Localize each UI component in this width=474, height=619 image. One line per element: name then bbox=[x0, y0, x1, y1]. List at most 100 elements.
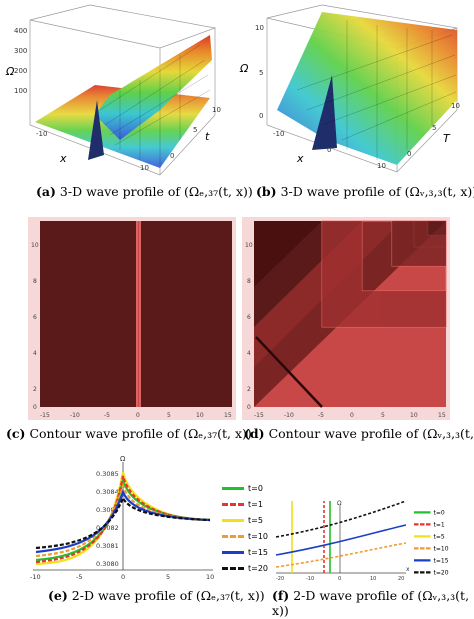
a-z-tick: 200 bbox=[14, 67, 27, 75]
panel-e-svg: Ω 0.3085 0.3084 0.3083 0.3082 0.3081 0.3… bbox=[30, 455, 214, 581]
c-y-tick: 10 bbox=[31, 242, 39, 249]
e-y-tick: 0.3085 bbox=[96, 470, 119, 478]
b-x-tick: -10 bbox=[273, 130, 284, 138]
e-legend-label: t=0 bbox=[248, 483, 263, 493]
caption-d: (d) Contour wave profile of (Ωᵥ,₃,₃(t, x… bbox=[244, 426, 474, 441]
caption-d-tag: (d) bbox=[244, 426, 265, 441]
panel-c-contour: 10 8 6 4 2 0 -15 -10 -5 0 5 10 15 bbox=[28, 217, 236, 420]
a-z-tick: 100 bbox=[14, 87, 27, 95]
panel-b-mesh bbox=[296, 20, 457, 160]
a-x-tick: 10 bbox=[140, 164, 149, 172]
c-y-tick: 8 bbox=[33, 278, 37, 285]
caption-e: (e) 2-D wave profile of (Ωₑ,₃₇(t, x)) bbox=[48, 588, 265, 603]
caption-e-tag: (e) bbox=[48, 588, 68, 603]
caption-c-math: (Ωₑ,₃₇(t, x)) bbox=[183, 426, 252, 441]
f-x-label: x bbox=[406, 566, 410, 573]
e-legend-item: t=15 bbox=[222, 544, 270, 560]
e-x-tick: 5 bbox=[166, 573, 170, 581]
a-z-tick: 300 bbox=[14, 47, 27, 55]
caption-c: (c) Contour wave profile of (Ωₑ,₃₇(t, x)… bbox=[6, 426, 252, 441]
panel-f-svg: Ω x -20 -10 0 10 20 bbox=[275, 500, 410, 582]
panel-b-surface bbox=[277, 12, 457, 165]
panel-a-3d-plot: 400 300 200 100 -10 0 10 0 5 10 Ω x t bbox=[0, 0, 237, 180]
c-x-tick: 0 bbox=[136, 412, 140, 419]
panel-d-contour: 10 8 6 4 2 0 -15 -10 -5 0 5 10 15 bbox=[242, 217, 450, 420]
f-legend-item: t=0 bbox=[414, 506, 452, 518]
e-curve-t1 bbox=[35, 475, 211, 564]
c-x-tick: -15 bbox=[40, 412, 50, 419]
d-diagonal-line bbox=[255, 336, 323, 408]
b-x-label: x bbox=[296, 152, 304, 165]
e-x-tick: 0 bbox=[121, 573, 125, 581]
caption-a-text: 3-D wave profile of bbox=[59, 184, 181, 199]
f-legend-item: t=5 bbox=[414, 530, 452, 542]
e-legend-label: t=1 bbox=[248, 499, 263, 509]
f-legend-label: t=15 bbox=[433, 556, 449, 564]
panel-b-spike bbox=[312, 75, 337, 150]
caption-f-tag: (f) bbox=[272, 588, 290, 603]
caption-b-tag: (b) bbox=[256, 184, 277, 199]
e-y-tick: 0.3081 bbox=[96, 542, 119, 550]
caption-f: (f) 2-D wave profile of (Ωᵥ,₃,₃(t, x)) bbox=[272, 588, 472, 618]
e-x-tick: -10 bbox=[30, 573, 41, 581]
f-legend-item: t=20 bbox=[414, 566, 452, 578]
panel-f-2d-plot: Ω x -20 -10 0 10 20 bbox=[272, 497, 412, 583]
d-x-tick: 10 bbox=[410, 412, 418, 419]
f-legend-label: t=20 bbox=[433, 568, 449, 576]
a-z-tick: 400 bbox=[14, 27, 27, 35]
a-x-tick: 0 bbox=[90, 146, 94, 154]
f-legend-label: t=5 bbox=[433, 532, 445, 540]
b-x-tick: 0 bbox=[327, 146, 331, 154]
f-legend-item: t=15 bbox=[414, 554, 452, 566]
a-x-label: x bbox=[59, 152, 67, 165]
e-legend-item: t=5 bbox=[222, 512, 270, 528]
caption-e-math: (Ωₑ,₃₇(t, x)) bbox=[195, 588, 265, 603]
f-curve-t10 bbox=[275, 542, 407, 568]
d-x-tick: -5 bbox=[318, 412, 324, 419]
e-x-tick: 10 bbox=[206, 573, 214, 581]
f-legend-item: t=1 bbox=[414, 518, 452, 530]
c-y-tick: 0 bbox=[33, 404, 37, 411]
e-legend-item: t=1 bbox=[222, 496, 270, 512]
panel-a-mesh bbox=[99, 44, 211, 165]
a-t-tick: 0 bbox=[170, 152, 174, 160]
c-center-band bbox=[136, 221, 141, 407]
c-y-tick: 6 bbox=[33, 314, 37, 321]
e-legend-item: t=0 bbox=[222, 480, 270, 496]
e-legend-label: t=10 bbox=[248, 531, 269, 541]
caption-d-math: (Ωᵥ,₃,₃(t, x)) bbox=[422, 426, 474, 441]
b-t-tick: 0 bbox=[407, 150, 411, 158]
caption-c-tag: (c) bbox=[6, 426, 26, 441]
f-legend-label: t=1 bbox=[433, 520, 445, 528]
f-curve-t20 bbox=[275, 500, 407, 538]
c-x-tick: 10 bbox=[196, 412, 204, 419]
panel-e-legend: t=0 t=1 t=5 t=10 t=15 t=20 bbox=[222, 480, 270, 576]
e-legend-item: t=10 bbox=[222, 528, 270, 544]
e-legend-label: t=15 bbox=[248, 547, 269, 557]
caption-b: (b) 3-D wave profile of (Ωᵥ,₃,₃(t, x)) bbox=[256, 184, 474, 199]
panel-a-spike bbox=[88, 100, 104, 160]
f-x-tick: -20 bbox=[276, 576, 284, 582]
d-x-tick: -15 bbox=[254, 412, 264, 419]
caption-f-text: 2-D wave profile of bbox=[293, 588, 414, 603]
c-x-tick: 15 bbox=[224, 412, 232, 419]
e-x-tick: -5 bbox=[76, 573, 82, 581]
c-y-tick: 2 bbox=[33, 386, 37, 393]
f-y-label: Ω bbox=[337, 500, 342, 507]
f-legend-label: t=10 bbox=[433, 544, 449, 552]
f-legend-label: t=0 bbox=[433, 508, 445, 516]
c-x-tick: -5 bbox=[104, 412, 110, 419]
d-x-tick: -10 bbox=[284, 412, 294, 419]
panel-d-svg: 10 8 6 4 2 0 -15 -10 -5 0 5 10 15 bbox=[242, 217, 450, 420]
b-t-label: T bbox=[443, 132, 451, 145]
e-legend-item: t=20 bbox=[222, 560, 270, 576]
caption-b-text: 3-D wave profile of bbox=[280, 184, 401, 199]
panel-f-legend: t=0 t=1 t=5 t=10 t=15 t=20 bbox=[414, 506, 452, 578]
panel-b-3d-plot: 10 5 0 -10 0 10 0 5 10 Ω x T bbox=[237, 0, 474, 180]
c-y-tick: 4 bbox=[33, 350, 37, 357]
c-x-tick: 5 bbox=[167, 412, 171, 419]
d-y-tick: 4 bbox=[247, 350, 251, 357]
e-legend-label: t=5 bbox=[248, 515, 263, 525]
b-z-tick: 10 bbox=[255, 24, 264, 32]
caption-a-math: (Ωₑ,₃₇(t, x)) bbox=[184, 184, 253, 199]
